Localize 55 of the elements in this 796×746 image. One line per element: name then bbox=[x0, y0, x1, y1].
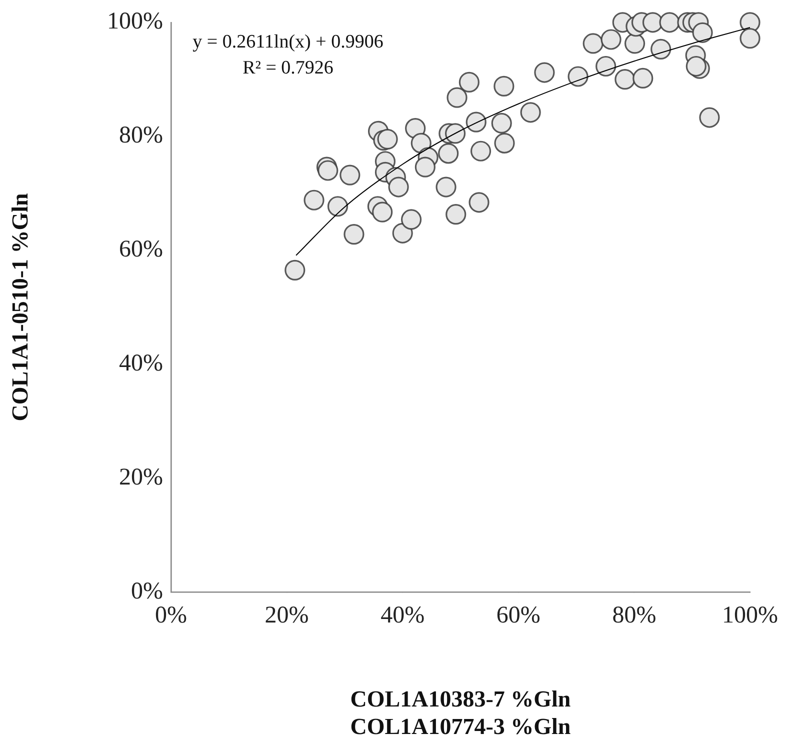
point bbox=[568, 66, 588, 87]
point bbox=[438, 143, 459, 164]
point bbox=[284, 260, 306, 280]
point bbox=[344, 224, 364, 245]
point bbox=[372, 202, 393, 222]
point bbox=[600, 29, 622, 50]
x-tick-label: 100% bbox=[722, 602, 778, 629]
point bbox=[377, 128, 398, 150]
point bbox=[400, 209, 422, 230]
x-tick-label: 40% bbox=[380, 602, 425, 629]
point bbox=[614, 69, 636, 90]
point bbox=[582, 33, 604, 54]
point bbox=[444, 123, 466, 144]
point bbox=[596, 56, 616, 77]
point bbox=[466, 112, 486, 132]
x-tick-label: 0% bbox=[155, 602, 187, 629]
point bbox=[659, 12, 680, 33]
point bbox=[692, 22, 713, 43]
x-tick-label: 80% bbox=[612, 602, 656, 629]
point bbox=[388, 176, 409, 198]
point bbox=[340, 164, 360, 186]
x-tick-label: 60% bbox=[496, 602, 540, 629]
point bbox=[699, 107, 720, 128]
point bbox=[642, 12, 664, 33]
point bbox=[458, 72, 480, 93]
point bbox=[650, 38, 672, 60]
y-tick-label: 60% bbox=[119, 236, 163, 263]
point bbox=[491, 112, 512, 134]
x-axis-title: COL1A10383-7 %Gln COL1A10774-3 %Gln bbox=[350, 686, 571, 740]
y-axis-title: COL1A1-0510-1 %Gln bbox=[8, 192, 33, 422]
y-tick-label: 100% bbox=[107, 8, 163, 35]
point bbox=[468, 192, 490, 213]
point bbox=[740, 28, 760, 49]
x-tick-label: 20% bbox=[264, 602, 309, 629]
y-tick-label: 20% bbox=[119, 464, 163, 490]
point bbox=[414, 156, 436, 178]
point bbox=[494, 132, 515, 154]
point bbox=[632, 68, 654, 89]
y-tick-label: 0% bbox=[131, 578, 163, 604]
point bbox=[304, 190, 324, 210]
point bbox=[686, 56, 706, 77]
point bbox=[446, 87, 468, 108]
y-tick-label: 80% bbox=[119, 122, 163, 149]
point bbox=[470, 140, 492, 162]
y-tick-label: 40% bbox=[119, 350, 163, 376]
point bbox=[327, 196, 348, 217]
annotation: R² = 0.7926 bbox=[242, 57, 334, 78]
annotation: y = 0.2611ln(x) + 0.9906 bbox=[192, 31, 384, 52]
point bbox=[520, 102, 541, 123]
point bbox=[624, 33, 646, 54]
point bbox=[446, 204, 466, 225]
point bbox=[494, 76, 514, 96]
point bbox=[436, 176, 456, 198]
point bbox=[318, 160, 338, 181]
point bbox=[534, 62, 555, 83]
